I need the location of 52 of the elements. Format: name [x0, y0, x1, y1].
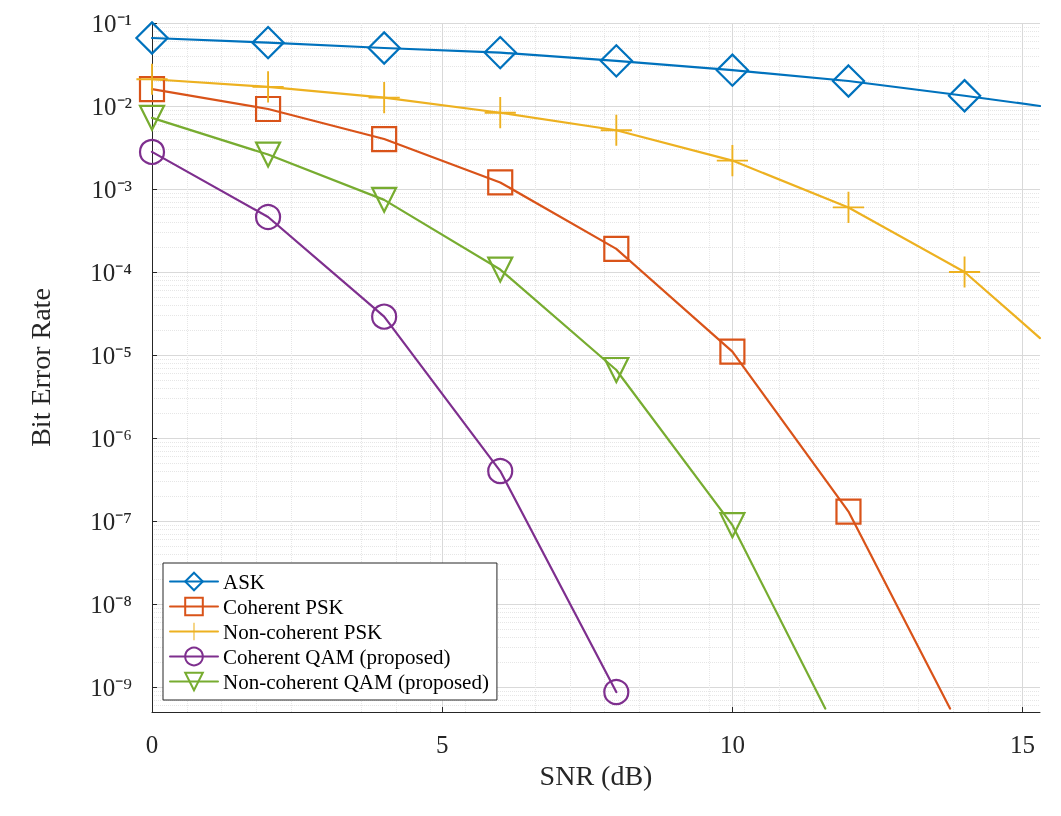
point — [136, 63, 168, 95]
x-tick-label: 5 — [435, 731, 449, 758]
point — [254, 95, 282, 123]
y-tick-label: 10⁻² — [91, 92, 132, 120]
point — [254, 141, 282, 168]
point — [715, 53, 750, 87]
y-tick-label: 10⁻⁵ — [90, 341, 132, 369]
point — [835, 498, 862, 525]
x-axis-title: SNR (dB) — [539, 760, 653, 792]
point — [371, 186, 398, 213]
y-tick-label: 10⁻⁴ — [90, 258, 133, 286]
legend-label: Coherent PSK — [223, 594, 344, 619]
y-tick-label: 10⁻⁹ — [90, 673, 132, 701]
point — [138, 75, 166, 103]
x-tick-label: 10 — [719, 731, 745, 758]
x-tick-label: 0 — [145, 731, 159, 758]
point — [252, 71, 284, 103]
point — [487, 169, 514, 196]
point — [599, 44, 634, 78]
point — [251, 25, 285, 60]
point — [138, 104, 166, 131]
x-tick-label: 15 — [1010, 731, 1036, 758]
point — [371, 125, 398, 153]
point — [831, 64, 866, 98]
y-axis-title: Bit Error Rate — [24, 288, 56, 447]
y-tick-label: 10⁻⁸ — [90, 590, 132, 618]
legend-label: Coherent QAM (proposed) — [223, 644, 451, 669]
point — [719, 338, 746, 365]
y-tick-label: 10⁻³ — [91, 175, 133, 203]
point — [484, 97, 516, 129]
point — [947, 79, 982, 113]
y-tick-label: 10⁻¹ — [91, 9, 132, 37]
point — [487, 256, 514, 283]
point — [600, 114, 632, 146]
point — [716, 144, 748, 177]
legend-label: ASK — [223, 569, 266, 594]
legend-label: Non-coherent QAM (proposed) — [223, 669, 489, 694]
point — [255, 203, 282, 231]
point — [603, 235, 630, 262]
point — [138, 138, 166, 165]
point — [719, 512, 746, 539]
point — [367, 31, 401, 65]
point — [483, 35, 517, 70]
y-tick-label: 10⁻⁷ — [90, 507, 132, 535]
point — [603, 678, 630, 706]
point — [603, 356, 630, 384]
y-tick-label: 10⁻⁶ — [90, 424, 132, 452]
point — [368, 82, 400, 114]
point — [135, 21, 169, 55]
legend-label: Non-coherent PSK — [223, 619, 383, 644]
point — [371, 303, 398, 330]
point — [487, 457, 514, 485]
